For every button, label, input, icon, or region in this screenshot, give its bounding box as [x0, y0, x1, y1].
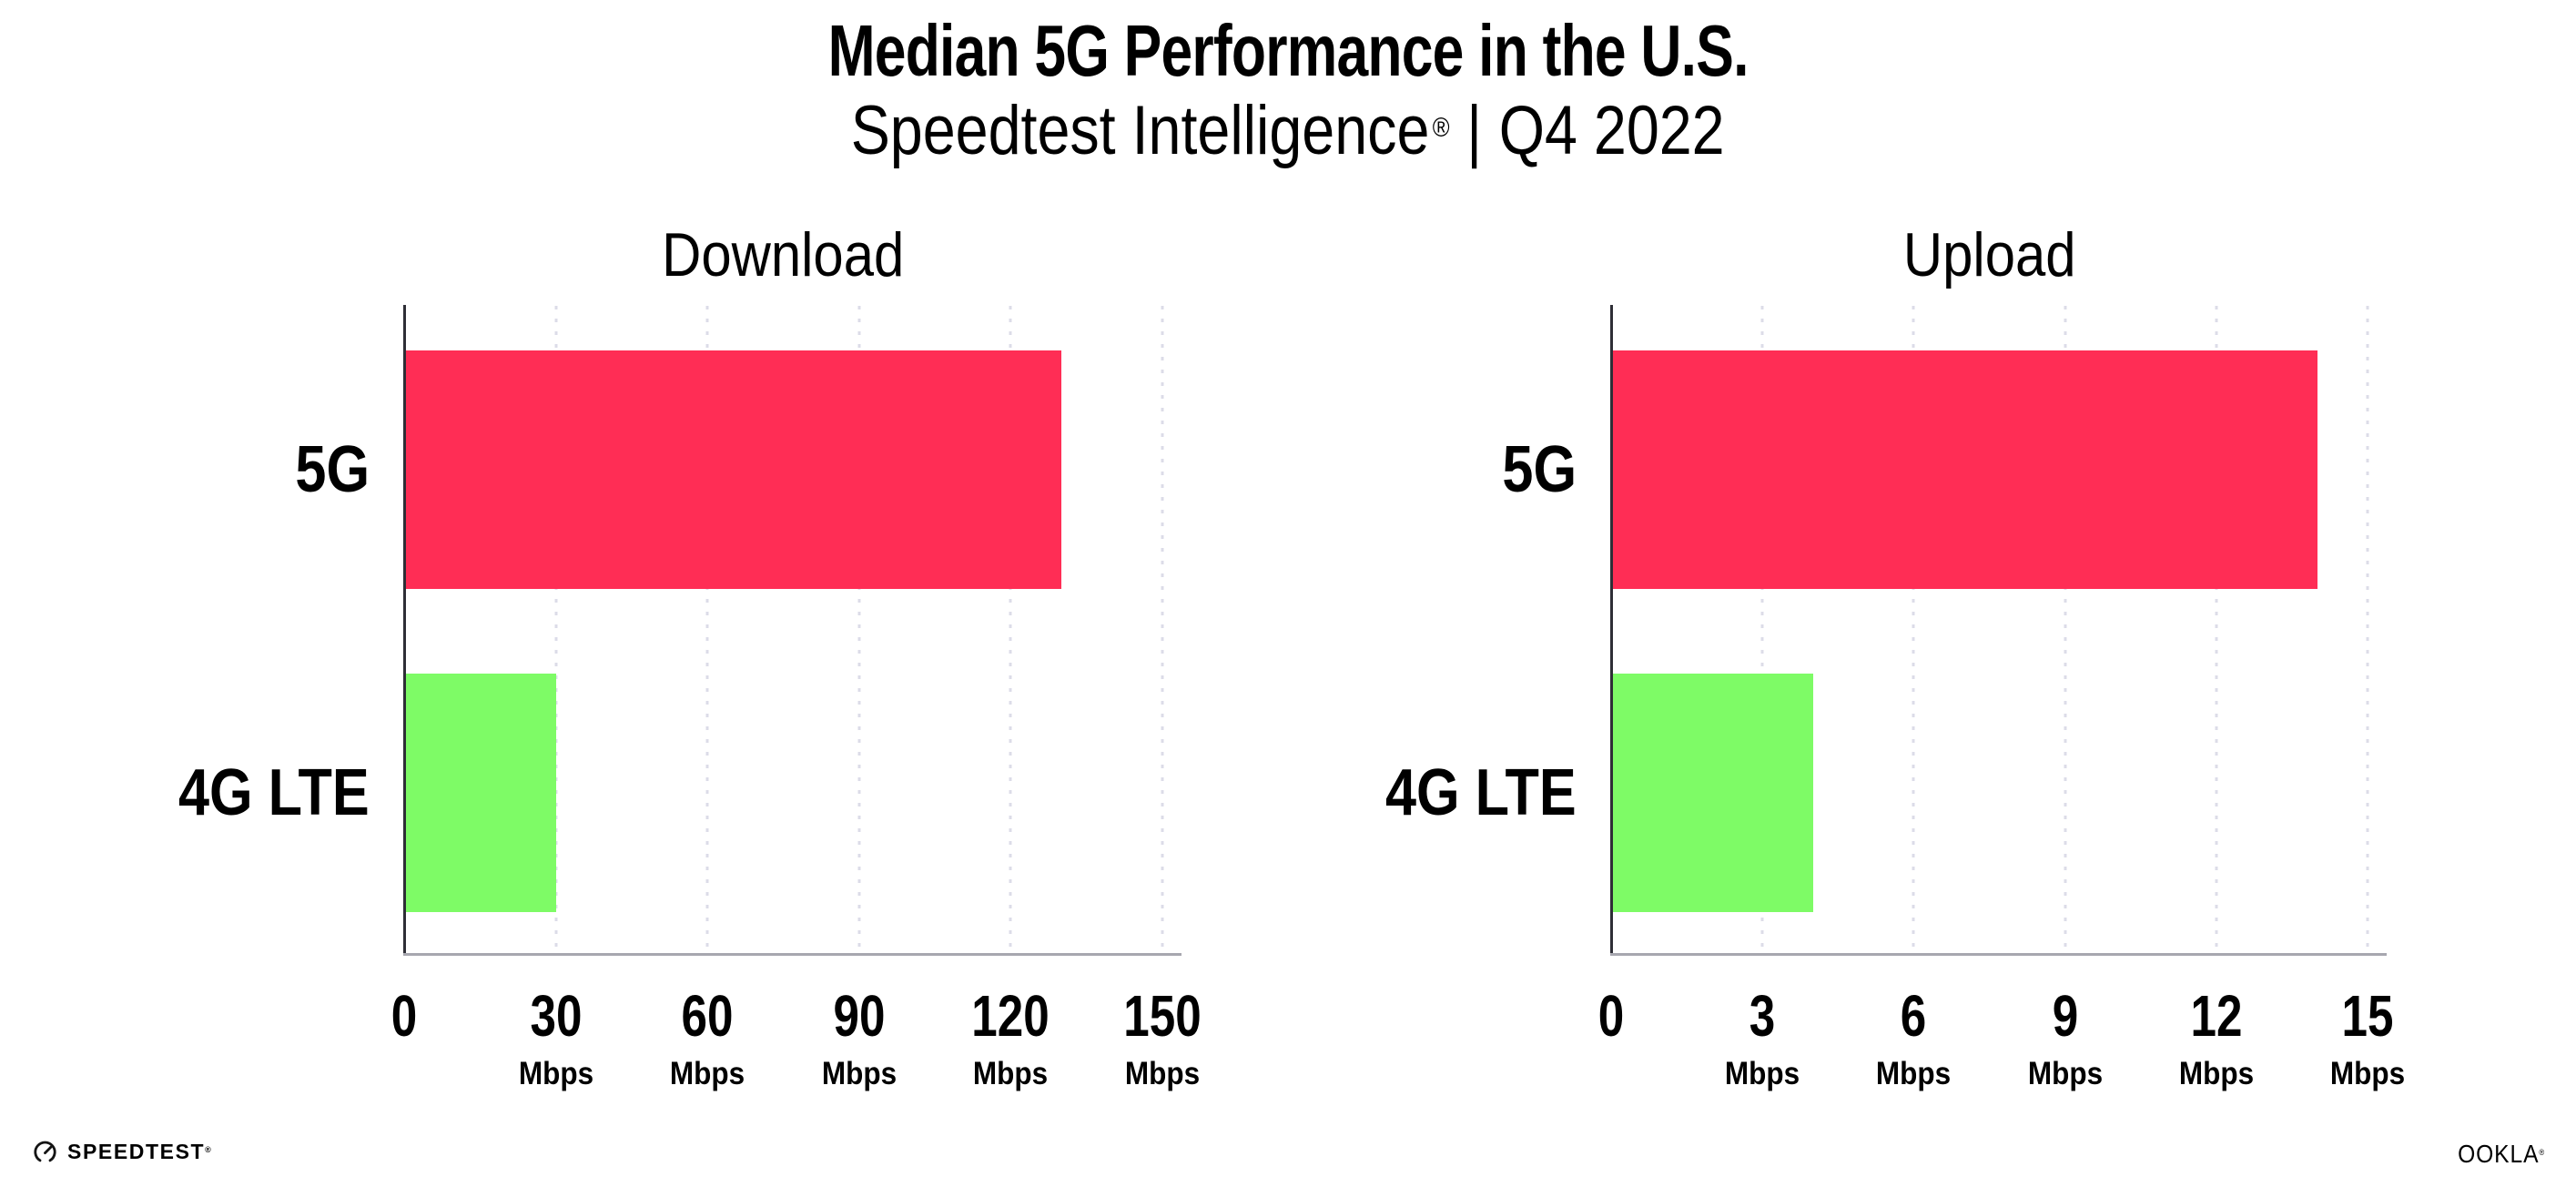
chart-title-download: Download	[662, 220, 905, 289]
gridline-9-mbps	[2064, 306, 2067, 954]
bar-4g-lte	[1611, 673, 1813, 912]
x-tick-unit-150-mbps: Mbps	[1124, 1056, 1201, 1091]
ookla-logo-text: OOKLA	[2457, 1140, 2540, 1168]
category-label-4g-lte: 4G LTE	[1385, 756, 1577, 829]
x-axis-line	[402, 952, 1182, 956]
category-label-5g: 5G	[1502, 432, 1577, 506]
x-tick-label-0: 0	[390, 983, 418, 1049]
chart-title-upload: Upload	[1902, 220, 2076, 289]
speedtest-gauge-icon	[34, 1141, 56, 1162]
subtitle-quarter: Q4 2022	[1499, 92, 1725, 169]
x-tick-label-15: 15	[2341, 983, 2394, 1049]
speedtest-logo: SPEEDTEST®	[33, 1140, 212, 1164]
subtitle-product: Speedtest Intelligence	[851, 92, 1430, 169]
plot-area-download: 5G 4G LTE 0 30 Mbps 60 Mbps 90 Mbps 120 Mbps 150 Mbp…	[178, 305, 1202, 1090]
gridline-6-mbps	[1912, 306, 1915, 954]
x-tick-unit-12-mbps: Mbps	[2178, 1056, 2254, 1091]
bar-4g-lte	[404, 673, 556, 912]
x-tick-unit-60-mbps: Mbps	[670, 1056, 745, 1091]
gridline-150-mbps	[1161, 306, 1164, 954]
x-tick-label-6: 6	[1901, 983, 1927, 1049]
x-tick-unit-6-mbps: Mbps	[1876, 1056, 1952, 1091]
registered-trademark-symbol: ®	[1433, 113, 1450, 144]
category-label-5g: 5G	[295, 432, 370, 506]
gridline-3-mbps	[1760, 306, 1764, 954]
x-tick-label-9: 9	[2052, 983, 2078, 1049]
x-tick-label-3: 3	[1749, 983, 1776, 1049]
plot-area-upload: 5G 4G LTE 0 3 Mbps 6 Mbps 9 Mbps 12 Mbps 15 Mbps	[1385, 305, 2405, 1090]
x-tick-label-90: 90	[833, 983, 886, 1049]
x-tick-label-60: 60	[681, 983, 734, 1049]
speedtest-registered-mark: ®	[205, 1144, 213, 1154]
x-tick-label-12: 12	[2190, 983, 2243, 1049]
bar-5g	[1611, 350, 2317, 589]
x-tick-unit-90-mbps: Mbps	[821, 1056, 897, 1091]
gridline-60-mbps	[705, 306, 709, 954]
subtitle-divider: |	[1466, 92, 1483, 169]
x-tick-unit-30-mbps: Mbps	[518, 1056, 593, 1091]
x-tick-unit-3-mbps: Mbps	[1725, 1056, 1800, 1091]
bar-5g	[404, 350, 1061, 589]
page-subtitle: Speedtest Intelligence ® | Q4 2022	[0, 96, 2576, 166]
speedtest-logo-text: SPEEDTEST®	[67, 1140, 213, 1163]
x-tick-unit-120-mbps: Mbps	[973, 1056, 1049, 1091]
y-axis-line	[402, 305, 406, 956]
x-tick-label-150: 150	[1123, 983, 1202, 1049]
gridline-90-mbps	[857, 306, 861, 954]
page-title-text: Median 5G Performance in the U.S.	[827, 10, 1749, 91]
page-title: Median 5G Performance in the U.S.	[0, 15, 2576, 87]
gridline-30-mbps	[554, 306, 558, 954]
x-axis-line	[1609, 952, 2387, 956]
x-tick-unit-9-mbps: Mbps	[2027, 1056, 2103, 1091]
gridline-120-mbps	[1009, 306, 1012, 954]
ookla-registered-mark: ®	[2539, 1147, 2545, 1157]
y-axis-line	[1609, 305, 1613, 956]
x-tick-label-120: 120	[971, 983, 1050, 1049]
ookla-logo: OOKLA®	[2446, 1141, 2545, 1167]
category-label-4g-lte: 4G LTE	[178, 756, 370, 829]
x-tick-unit-15-mbps: Mbps	[2329, 1056, 2406, 1091]
gridline-15-mbps	[2366, 306, 2369, 954]
x-tick-label-0: 0	[1597, 983, 1625, 1049]
x-tick-label-30: 30	[530, 983, 583, 1049]
gridline-12-mbps	[2215, 306, 2218, 954]
